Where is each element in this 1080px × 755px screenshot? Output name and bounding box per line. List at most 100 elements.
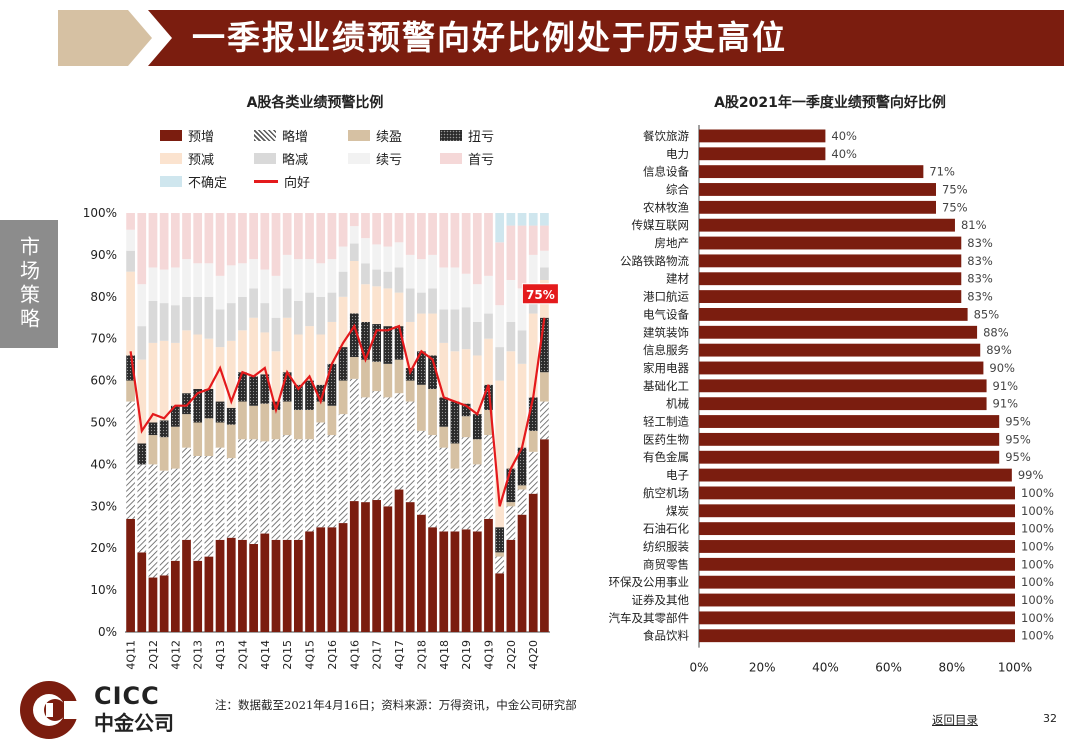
category-label-1: 电力: [666, 147, 689, 161]
bar-segment-5-2: [148, 300, 158, 343]
category-label-22: 石油石化: [643, 522, 689, 536]
bar-segment-3-12: [260, 374, 270, 404]
bar-segment-7-32: [484, 213, 493, 276]
bar-segment-3-22: [372, 324, 382, 362]
value-label-3: 75%: [942, 182, 968, 196]
left-chart-title: A股各类业绩预警比例: [246, 95, 384, 111]
bar-segment-5-3: [159, 303, 169, 341]
y-tick-label-10: 100%: [83, 206, 117, 220]
bar-segment-6-17: [316, 263, 326, 297]
legend-label-0: 预增: [188, 129, 215, 145]
bar-segment-5-37: [540, 267, 549, 281]
bar-segment-7-23: [383, 213, 393, 247]
bar-segment-5-30: [461, 307, 471, 350]
bar-segment-2-10: [238, 401, 247, 440]
bar-segment-2-37: [540, 372, 549, 402]
bar-segment-5-26: [417, 292, 426, 314]
bar-segment-0-18: [327, 527, 337, 632]
x-tick-label-2: 40%: [812, 661, 839, 675]
bar-segment-1-35: [517, 489, 527, 515]
bar-segment-0-6: [193, 560, 203, 632]
bar-segment-8-33: [495, 213, 505, 243]
bar-segment-1-19: [338, 414, 348, 524]
legend-label-2: 续盈: [376, 129, 403, 145]
bar-segment-3-26: [417, 351, 426, 385]
bar-segment-0-26: [417, 514, 426, 632]
bar-segment-0-11: [249, 544, 258, 632]
value-label-18: 95%: [1005, 450, 1031, 464]
bar-segment-7-5: [182, 213, 191, 260]
bar-segment-4-15: [293, 334, 303, 385]
bar-segment-6-25: [405, 254, 415, 289]
y-tick-label-9: 90%: [90, 248, 117, 262]
x-tick-label-5: 2Q14: [236, 640, 249, 670]
legend-label-1: 略增: [282, 129, 309, 145]
bar-segment-3-36: [528, 397, 538, 431]
bar-segment-1-33: [495, 556, 505, 574]
bar-segment-7-26: [417, 213, 426, 260]
y-tick-label-5: 50%: [90, 416, 117, 430]
bar-segment-6-21: [361, 238, 370, 264]
bar-segment-7-9: [226, 213, 236, 266]
bar-segment-5-25: [405, 288, 415, 322]
bar-segment-7-34: [506, 225, 516, 281]
value-label-8: 83%: [967, 272, 993, 286]
bar-segment-3-34: [506, 468, 516, 503]
bar-segment-1-36: [528, 451, 538, 494]
bar-27: [699, 611, 1015, 625]
bar-segment-4-9: [226, 340, 236, 408]
bar-segment-2-3: [159, 437, 169, 471]
bar-segment-2-12: [260, 403, 270, 442]
value-label-17: 95%: [1005, 432, 1031, 446]
bar-segment-3-33: [495, 527, 505, 553]
bar-segment-2-8: [215, 422, 225, 448]
bar-segment-4-10: [238, 330, 247, 373]
bar-segment-5-5: [182, 296, 191, 331]
bar-segment-2-34: [506, 502, 516, 507]
legend-swatch-4: [160, 152, 182, 164]
bar-segment-3-11: [249, 376, 258, 406]
bar-segment-0-1: [137, 552, 147, 632]
bar-segment-4-7: [204, 338, 214, 389]
bar-segment-7-37: [540, 225, 549, 251]
bar-22: [699, 522, 1015, 536]
bar-segment-6-20: [349, 226, 359, 244]
bar-segment-7-24: [394, 213, 404, 243]
bar-segment-2-7: [204, 418, 214, 457]
category-label-4: 农林牧渔: [643, 200, 689, 214]
bar-segment-3-10: [238, 372, 247, 402]
bar-segment-1-23: [383, 397, 393, 507]
category-label-24: 商贸零售: [643, 557, 689, 571]
bar-segment-1-7: [204, 456, 214, 557]
bar-segment-3-29: [450, 401, 460, 444]
legend-swatch-2: [348, 129, 370, 141]
bar-segment-0-35: [517, 514, 527, 632]
bar-segment-3-5: [182, 393, 191, 415]
y-tick-label-0: 0%: [98, 625, 117, 639]
bar-segment-7-14: [282, 213, 292, 255]
legend-label-4: 预减: [188, 152, 215, 168]
bar-segment-2-19: [338, 380, 348, 415]
brand-name-cn: 中金公司: [94, 711, 174, 735]
bar-segment-7-8: [215, 213, 225, 276]
legend-label-7: 首亏: [468, 152, 495, 168]
bar-segment-0-31: [472, 531, 482, 632]
x-tick-label-0: 4Q11: [125, 640, 138, 670]
bar-segment-1-31: [472, 464, 482, 532]
bar-segment-4-34: [506, 351, 516, 469]
bar-segment-0-27: [428, 527, 437, 632]
bar-segment-5-11: [249, 288, 258, 318]
bar-segment-7-7: [204, 213, 214, 264]
bar-segment-0-13: [271, 539, 281, 632]
category-label-27: 汽车及其零部件: [609, 611, 690, 625]
side-tab[interactable]: [0, 220, 58, 348]
bar-segment-6-15: [293, 259, 303, 301]
bar-segment-2-11: [249, 405, 258, 440]
y-tick-label-7: 70%: [90, 332, 117, 346]
bar-segment-0-22: [372, 500, 382, 632]
bar-segment-5-12: [260, 303, 270, 333]
bar-segment-6-30: [461, 273, 471, 308]
category-label-21: 煤炭: [666, 504, 689, 518]
return-to-contents-link[interactable]: 返回目录: [932, 713, 978, 727]
bar-segment-7-3: [159, 213, 169, 270]
